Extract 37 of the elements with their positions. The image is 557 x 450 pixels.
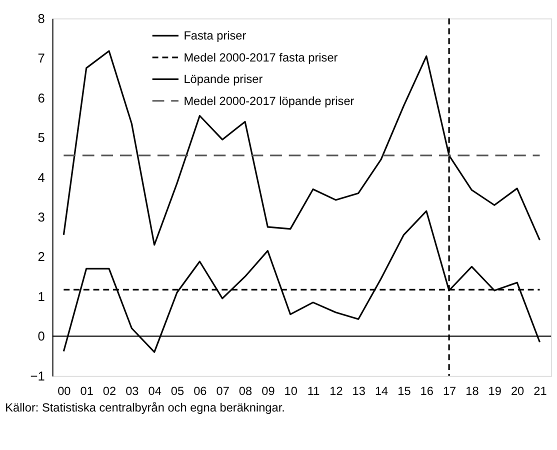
x-tick-label: 06 — [194, 384, 208, 398]
y-tick-label: 3 — [38, 209, 45, 224]
x-tick-label: 01 — [80, 384, 94, 398]
y-tick-label: 5 — [38, 130, 45, 146]
legend-label: Löpande priser — [184, 72, 263, 86]
x-tick-label: 14 — [374, 384, 389, 398]
x-tick-label: 03 — [126, 384, 140, 398]
x-tick-label: 08 — [238, 384, 253, 398]
x-tick-label: 00 — [58, 384, 72, 398]
x-tick-label: 12 — [330, 384, 343, 398]
text: Källor: Statistiska centralbyrån och egna beräkningar. — [5, 400, 285, 414]
x-tick-label: 17 — [442, 384, 456, 398]
x-tick-label: 13 — [352, 384, 366, 398]
x-tick-label: 10 — [284, 384, 298, 398]
x-tick-label: 19 — [488, 384, 502, 398]
x-tick-label: 15 — [398, 384, 412, 398]
y-tick-label: 8 — [38, 10, 45, 26]
x-tick-label: 04 — [148, 384, 162, 398]
x-tick-label: 16 — [420, 384, 434, 398]
y-tick-label: 1 — [38, 288, 45, 304]
legend-label: Medel 2000-2017 fasta priser — [184, 50, 338, 64]
x-tick-label: 07 — [216, 384, 230, 398]
y-tick-label: −1 — [30, 368, 45, 384]
y-tick-label: 7 — [38, 50, 45, 66]
y-tick-label: 2 — [38, 249, 45, 264]
x-tick-label: 20 — [510, 384, 525, 398]
legend-label: Fasta priser — [184, 28, 246, 43]
legend-label: Medel 2000-2017 löpande priser — [184, 94, 354, 108]
x-tick-label: 11 — [307, 384, 320, 398]
x-tick-label: 21 — [534, 384, 548, 398]
x-tick-label: 09 — [262, 384, 276, 398]
x-tick-label: 02 — [102, 384, 116, 398]
y-tick-label: 0 — [38, 328, 45, 344]
x-tick-label: 18 — [466, 384, 480, 398]
x-tick-label: 05 — [170, 384, 185, 398]
y-tick-label: 6 — [38, 90, 45, 106]
y-tick-label: 4 — [38, 170, 45, 185]
